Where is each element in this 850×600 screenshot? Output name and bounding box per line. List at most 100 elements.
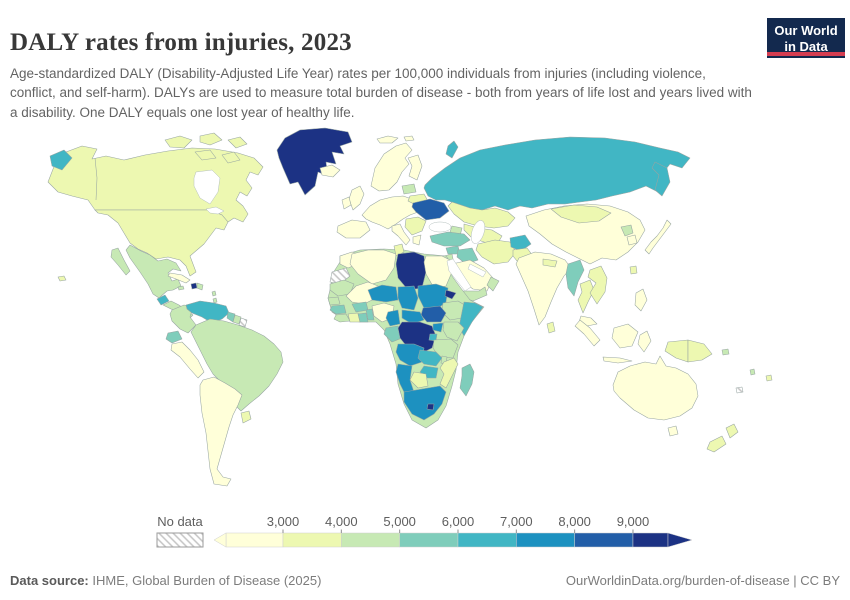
region-cuba[interactable] xyxy=(167,272,191,284)
region-oman[interactable] xyxy=(486,276,500,292)
region-sierra-leone-liberia[interactable] xyxy=(333,313,351,323)
region-myanmar[interactable] xyxy=(565,259,585,297)
region-tasmania[interactable] xyxy=(667,425,679,437)
region-russia[interactable] xyxy=(423,136,691,211)
legend-bin-7[interactable] xyxy=(632,532,669,548)
region-baltics[interactable] xyxy=(401,183,417,195)
region-iceland[interactable] xyxy=(319,164,341,178)
region-greece[interactable] xyxy=(412,234,422,246)
region-taiwan[interactable] xyxy=(629,265,638,275)
legend-bin-1[interactable] xyxy=(282,532,342,548)
region-chad[interactable] xyxy=(397,285,419,311)
region-tunisia[interactable] xyxy=(393,243,405,257)
region-vanuatu[interactable] xyxy=(749,368,756,376)
region-kazakhstan[interactable] xyxy=(447,201,516,229)
region-niger[interactable] xyxy=(367,284,399,303)
region-ukraine[interactable] xyxy=(411,198,450,221)
region-chile-argentina[interactable] xyxy=(199,376,243,487)
region-russia-chukotka[interactable] xyxy=(49,149,73,171)
region-india[interactable] xyxy=(515,251,572,326)
region-egypt[interactable] xyxy=(423,255,453,289)
region-afghanistan[interactable] xyxy=(509,234,532,252)
legend-bin-2[interactable] xyxy=(341,532,400,548)
region-ecuador[interactable] xyxy=(165,330,183,344)
region-gabon-congo[interactable] xyxy=(383,325,403,343)
region-new-caledonia[interactable] xyxy=(735,386,744,394)
region-guatemala[interactable] xyxy=(156,294,170,306)
legend-bin-3[interactable] xyxy=(399,532,459,548)
region-indonesia-borneo[interactable] xyxy=(611,323,639,349)
region-fiji[interactable] xyxy=(765,374,773,382)
region-solomon-islands[interactable] xyxy=(721,348,730,356)
region-new-zealand-south[interactable] xyxy=(706,435,727,453)
region-indochina[interactable] xyxy=(587,265,608,305)
region-north-korea[interactable] xyxy=(620,224,634,237)
region-iran[interactable] xyxy=(475,239,517,265)
region-svalbard[interactable] xyxy=(376,135,399,144)
region-tanzania[interactable] xyxy=(432,338,459,359)
region-australia[interactable] xyxy=(612,355,699,421)
region-guinea[interactable] xyxy=(329,304,347,315)
region-papua-new-guinea[interactable] xyxy=(687,339,713,363)
region-mongolia[interactable] xyxy=(550,204,612,224)
region-madagascar[interactable] xyxy=(459,363,475,397)
region-french-guiana[interactable] xyxy=(238,317,248,328)
region-kenya[interactable] xyxy=(442,321,465,342)
region-somalia[interactable] xyxy=(458,301,484,337)
region-lesser-antilles[interactable] xyxy=(211,290,217,297)
region-new-zealand-north[interactable] xyxy=(725,423,739,439)
region-usa[interactable] xyxy=(94,209,229,277)
region-united-kingdom[interactable] xyxy=(348,185,365,211)
region-nepal[interactable] xyxy=(542,258,558,268)
region-south-africa[interactable] xyxy=(403,385,447,421)
region-senegal[interactable] xyxy=(327,296,341,306)
region-mozambique[interactable] xyxy=(439,357,459,389)
region-japan[interactable] xyxy=(644,219,672,255)
owid-logo[interactable]: Our World in Data xyxy=(767,18,845,59)
region-russia-kamchatka[interactable] xyxy=(651,161,671,197)
region-uruguay[interactable] xyxy=(240,410,252,424)
region-sudan[interactable] xyxy=(417,283,449,311)
region-uganda[interactable] xyxy=(432,322,444,333)
region-dominican-republic[interactable] xyxy=(196,282,204,291)
region-ghana[interactable] xyxy=(357,312,369,323)
region-jamaica[interactable] xyxy=(177,285,185,291)
region-arctic-islands[interactable] xyxy=(221,151,241,164)
region-haiti[interactable] xyxy=(190,282,198,290)
region-spain-portugal[interactable] xyxy=(336,219,371,239)
region-south-korea[interactable] xyxy=(626,234,638,246)
region-arctic-islands[interactable] xyxy=(227,136,248,149)
legend-bin-4[interactable] xyxy=(457,532,517,548)
region-philippines[interactable] xyxy=(634,288,648,312)
region-baja-california[interactable] xyxy=(110,247,131,276)
region-china[interactable] xyxy=(525,203,646,265)
region-indonesia-java[interactable] xyxy=(602,356,633,364)
region-angola[interactable] xyxy=(395,343,425,367)
region-arctic-islands[interactable] xyxy=(199,132,223,146)
no-data-swatch[interactable] xyxy=(156,532,204,548)
legend-bin-5[interactable] xyxy=(516,532,575,548)
license-note[interactable]: OurWorldinData.org/burden-of-disease | C… xyxy=(565,573,840,588)
region-greenland[interactable] xyxy=(276,127,353,196)
region-botswana[interactable] xyxy=(409,371,429,389)
region-cameroon[interactable] xyxy=(385,309,401,327)
region-indonesia-papua[interactable] xyxy=(664,339,689,363)
region-western-sahara[interactable] xyxy=(329,267,351,285)
region-scandinavia[interactable] xyxy=(370,142,413,192)
region-peru[interactable] xyxy=(170,341,205,379)
region-arctic-islands[interactable] xyxy=(194,149,217,161)
region-balkans[interactable] xyxy=(404,216,427,236)
region-indonesia-sulawesi[interactable] xyxy=(637,330,652,353)
region-algeria[interactable] xyxy=(349,249,397,285)
region-lesser-antilles[interactable] xyxy=(212,297,218,304)
region-arctic-islands[interactable] xyxy=(164,135,193,149)
region-svalbard[interactable] xyxy=(403,135,415,142)
region-venezuela[interactable] xyxy=(185,300,230,324)
region-benin-togo[interactable] xyxy=(365,308,375,321)
region-zambia[interactable] xyxy=(417,349,443,367)
region-south-sudan[interactable] xyxy=(420,305,447,323)
region-eritrea[interactable] xyxy=(444,289,457,300)
legend-bin-6[interactable] xyxy=(574,532,634,548)
region-hawaii[interactable] xyxy=(57,275,67,282)
region-brazil[interactable] xyxy=(190,318,284,412)
